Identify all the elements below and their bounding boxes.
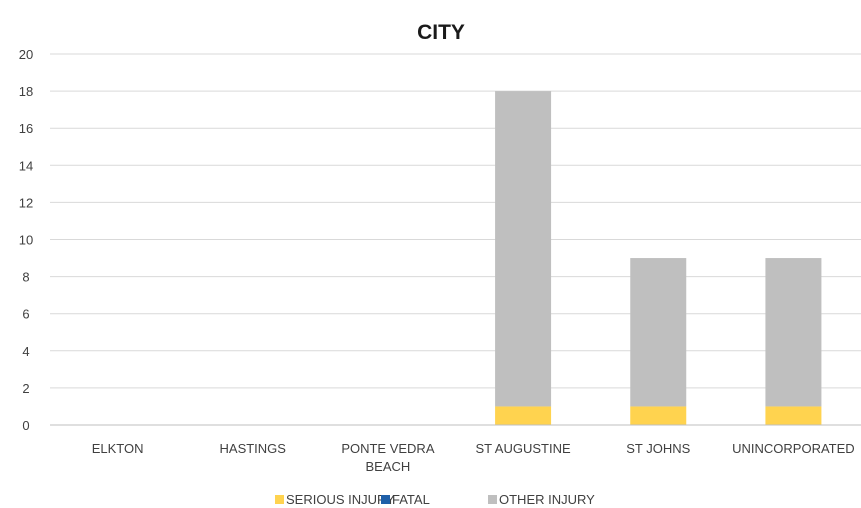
y-tick-label: 18 [19,84,33,99]
x-tick-label-line: PONTE VEDRA [341,441,435,456]
x-tick-label: ST AUGUSTINE [476,441,571,456]
y-tick-label: 14 [19,158,33,173]
y-tick-label: 12 [19,195,33,210]
y-tick-label: 16 [19,121,33,136]
legend-item: SERIOUS INJURY [275,492,395,507]
y-tick-label: 0 [22,418,29,433]
legend-swatch [488,495,497,504]
legend-label: OTHER INJURY [499,492,595,507]
x-tick-label: HASTINGS [220,441,287,456]
x-tick-label-line: ST JOHNS [626,441,690,456]
legend-label: FATAL [392,492,430,507]
bar-segment [765,258,822,407]
y-tick-label: 8 [22,270,29,285]
x-tick-label: ELKTON [92,441,144,456]
bar-segment [765,406,822,425]
bar-segment [630,258,687,407]
bar-segment [495,406,552,425]
x-tick-label-line: ST AUGUSTINE [476,441,571,456]
bar-segment [630,406,687,425]
legend-item: OTHER INJURY [488,492,595,507]
y-tick-label: 6 [22,307,29,322]
y-tick-label: 20 [19,47,33,62]
legend-item: FATAL [381,492,430,507]
y-axis-ticks: 0 2 4 6 8 10 12 14 16 18 20 [19,47,33,433]
legend-swatch [275,495,284,504]
x-tick-label-line: UNINCORPORATED [732,441,855,456]
chart-title: CITY [417,21,465,44]
x-tick-label: ST JOHNS [626,441,690,456]
y-tick-label: 2 [22,381,29,396]
gridlines [50,53,861,389]
x-tick-label-line: HASTINGS [220,441,287,456]
legend-label: SERIOUS INJURY [286,492,395,507]
x-tick-label: PONTE VEDRA BEACH [341,441,435,474]
x-tick-label-line: BEACH [366,459,411,474]
x-tick-label: UNINCORPORATED [732,441,855,456]
bars [495,91,822,425]
legend-swatch [381,495,390,504]
y-tick-label: 4 [22,344,29,359]
x-axis-labels: ELKTON HASTINGS PONTE VEDRA BEACH ST AUGUSTI… [92,441,855,474]
x-tick-label-line: ELKTON [92,441,144,456]
bar-segment [495,91,552,407]
y-tick-label: 10 [19,233,33,248]
